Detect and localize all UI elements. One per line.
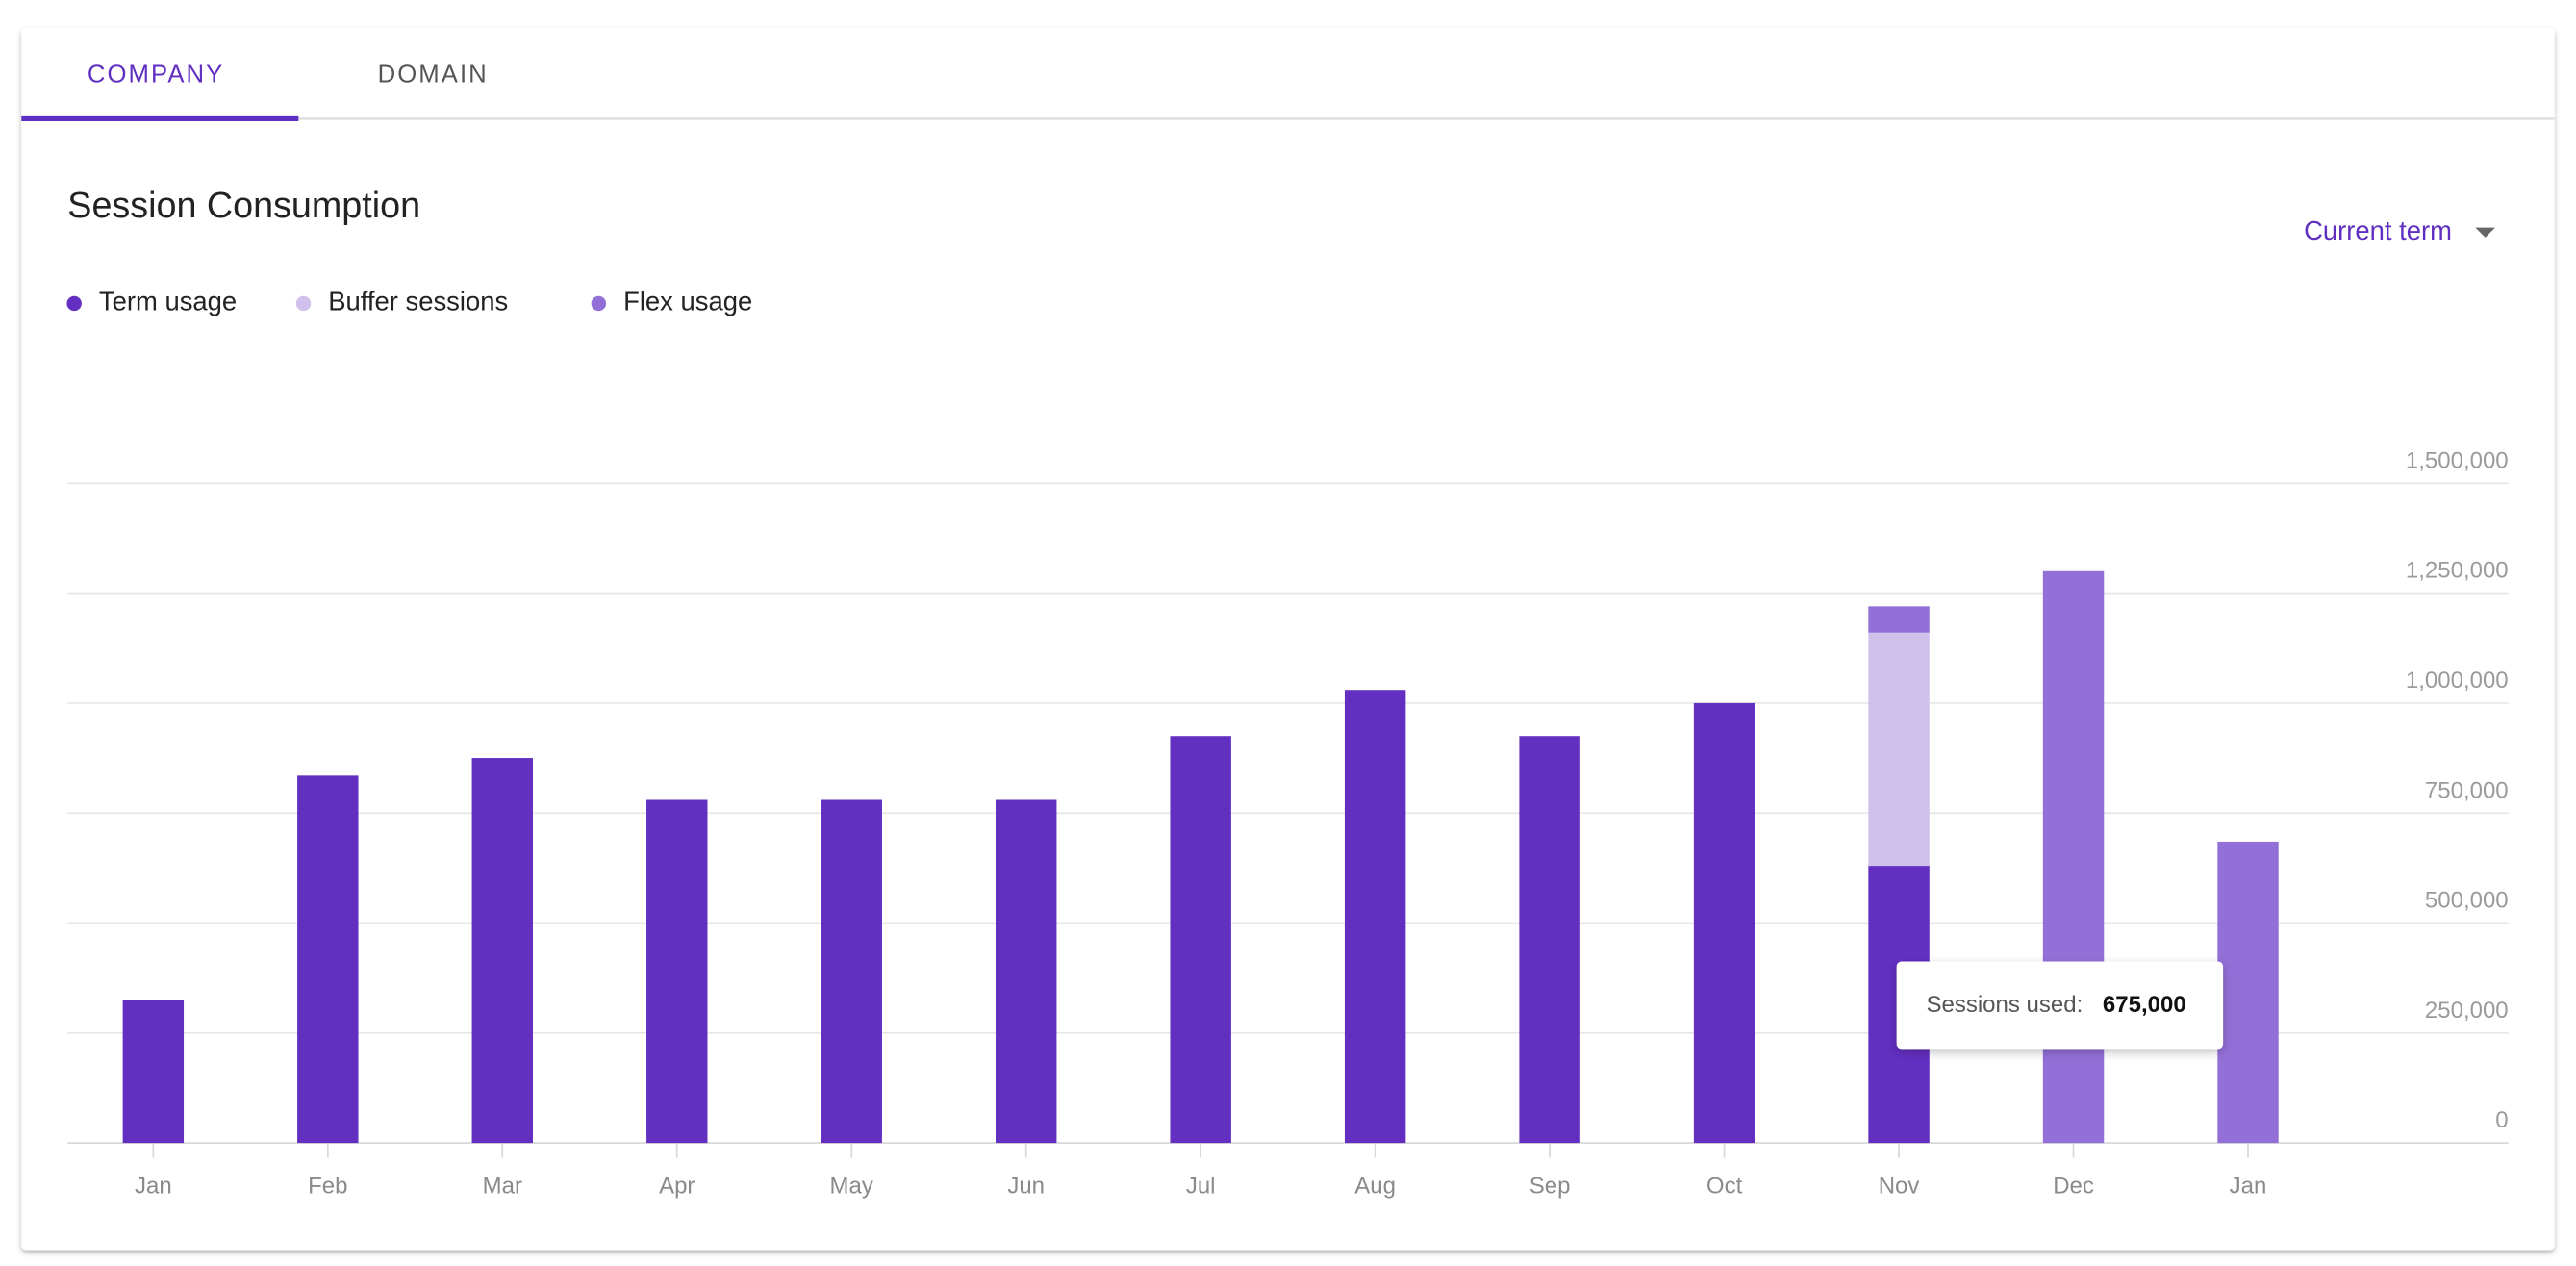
bar [1519, 736, 1580, 1144]
x-tick-label: Oct [1706, 1174, 1743, 1200]
x-tick-label: Jan [2230, 1174, 2267, 1200]
bar [1868, 632, 1930, 867]
x-tick-label: Feb [308, 1174, 347, 1200]
bar [471, 758, 534, 1144]
chart-title: Session Consumption [67, 185, 420, 225]
y-tick-label: 1,500,000 [2406, 447, 2509, 473]
x-tick-label: Jan [135, 1174, 172, 1200]
bar [1170, 736, 1231, 1144]
x-tick-label: Jun [1007, 1174, 1045, 1200]
tooltip: Sessions used: 675,000 [1896, 961, 2224, 1050]
tab[interactable]: DOMAIN [378, 62, 489, 89]
y-tick-label: 0 [2495, 1107, 2508, 1133]
bar [1344, 690, 1406, 1144]
legend-label: Term usage [99, 287, 237, 316]
tooltip-value: 675,000 [2103, 992, 2186, 1018]
x-tick-label: Jul [1186, 1174, 1216, 1200]
tab-indicator [21, 115, 299, 122]
bar [1868, 606, 1930, 633]
legend-dot [66, 295, 82, 312]
bar [2042, 570, 2105, 1144]
x-tick-label: Aug [1354, 1174, 1396, 1200]
bar [297, 775, 359, 1144]
tab[interactable]: COMPANY [88, 62, 224, 89]
bar [122, 1000, 185, 1144]
y-tick-label: 250,000 [2425, 998, 2509, 1024]
y-tick-label: 500,000 [2425, 888, 2509, 914]
x-tick-label: Apr [659, 1174, 695, 1200]
dropdown-arrow[interactable] [2475, 227, 2495, 238]
x-tick-label: Dec [2053, 1174, 2094, 1200]
y-tick-label: 1,250,000 [2406, 558, 2509, 584]
tooltip-label: Sessions used: [1926, 992, 2083, 1018]
x-tick-label: May [830, 1174, 873, 1200]
bar [995, 799, 1057, 1144]
legend-label: Flex usage [623, 287, 752, 316]
tooltip-box [1896, 961, 2224, 1050]
bar [1693, 702, 1755, 1144]
legend-label: Buffer sessions [328, 287, 508, 316]
x-tick-label: Nov [1879, 1174, 1920, 1200]
bar [646, 799, 708, 1144]
bar [821, 799, 882, 1144]
bar [2217, 841, 2279, 1144]
x-tick-label: Mar [483, 1174, 522, 1200]
dropdown[interactable]: Current term [2304, 215, 2452, 245]
legend-dot [591, 295, 607, 312]
y-tick-label: 1,000,000 [2406, 668, 2509, 694]
x-tick-label: Sep [1529, 1174, 1571, 1200]
legend-dot [295, 295, 312, 312]
y-tick-label: 750,000 [2425, 777, 2509, 803]
plot: Term usage Buffer sessions Flex usage 0 250,… [66, 287, 2509, 1200]
